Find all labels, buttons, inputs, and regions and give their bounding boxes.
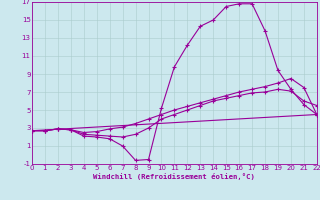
X-axis label: Windchill (Refroidissement éolien,°C): Windchill (Refroidissement éolien,°C)	[93, 173, 255, 180]
